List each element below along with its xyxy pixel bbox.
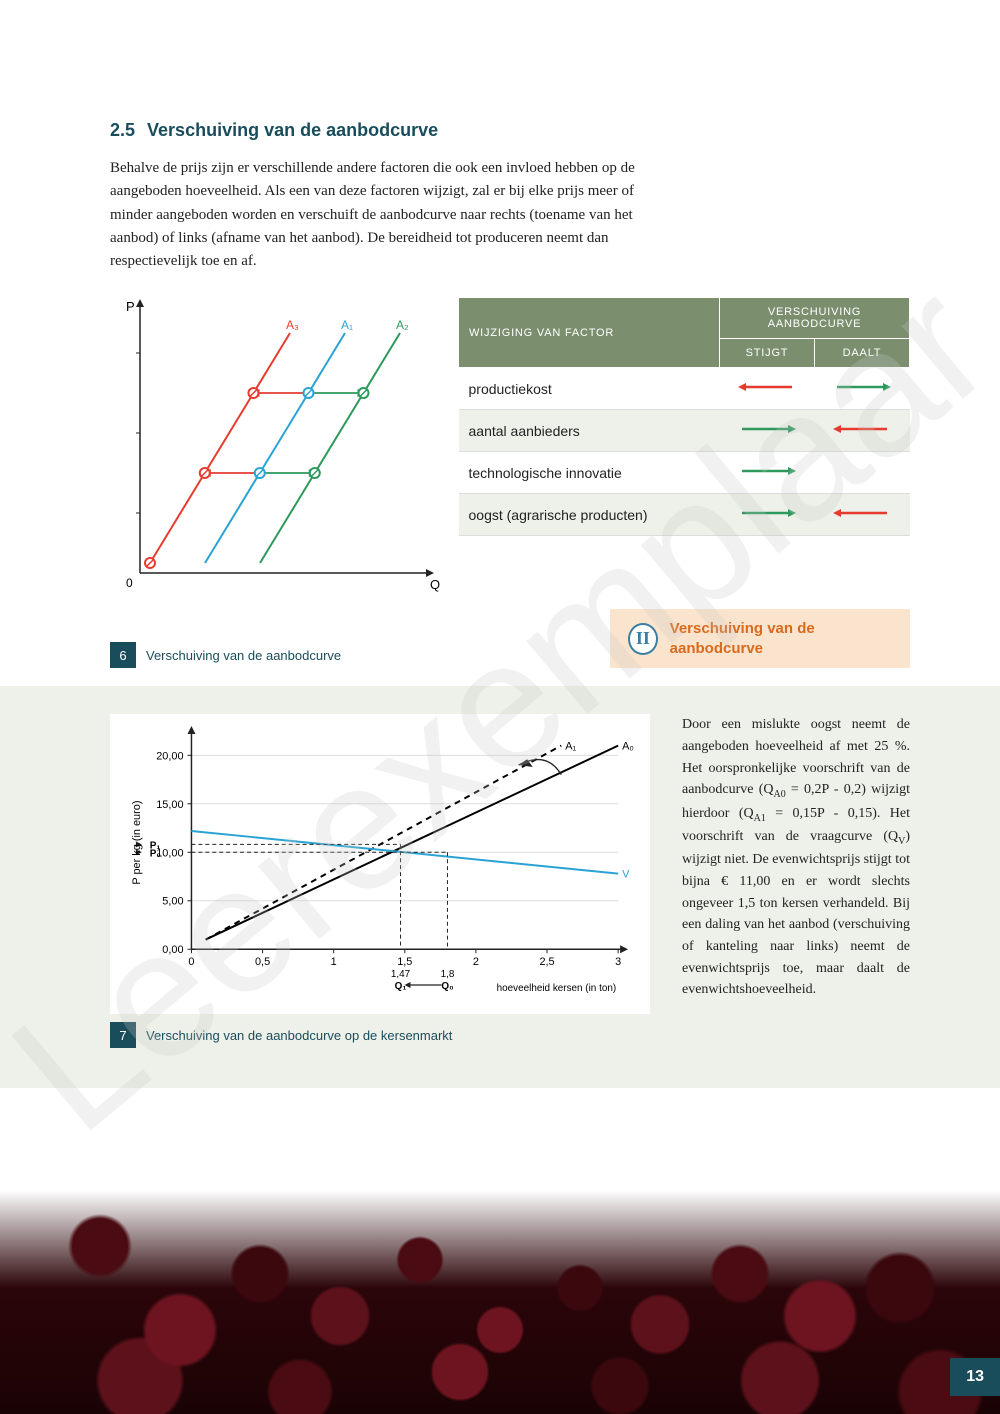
svg-text:P per kg (in euro): P per kg (in euro) bbox=[131, 801, 143, 885]
svg-text:P: P bbox=[126, 299, 135, 314]
svg-text:1: 1 bbox=[331, 956, 337, 968]
callout-icon: II bbox=[628, 623, 658, 655]
svg-text:1,8: 1,8 bbox=[441, 969, 455, 980]
svg-text:Q₁: Q₁ bbox=[395, 981, 407, 992]
arrow-up bbox=[720, 494, 815, 536]
page-number: 13 bbox=[950, 1358, 1000, 1396]
svg-text:2,5: 2,5 bbox=[539, 956, 554, 968]
svg-text:5,00: 5,00 bbox=[162, 896, 183, 908]
svg-text:Q₀: Q₀ bbox=[441, 981, 453, 992]
section-heading: 2.5 Verschuiving van de aanbodcurve bbox=[110, 120, 910, 141]
arrow-down bbox=[815, 410, 910, 452]
caption-number: 6 bbox=[110, 642, 136, 668]
svg-text:15,00: 15,00 bbox=[156, 799, 183, 811]
th-factor: WIJZIGING VAN FACTOR bbox=[459, 298, 720, 368]
chart1-caption: 6 Verschuiving van de aanbodcurve bbox=[110, 642, 440, 668]
svg-text:V: V bbox=[622, 869, 630, 881]
svg-text:A₁: A₁ bbox=[341, 318, 353, 332]
callout-text: Verschuiving van de aanbodcurve bbox=[670, 619, 892, 658]
factor-label: technologische innovatie bbox=[459, 452, 720, 494]
table-row: productiekost bbox=[459, 368, 910, 410]
svg-text:hoeveelheid kersen (in ton): hoeveelheid kersen (in ton) bbox=[497, 983, 617, 994]
factors-table: WIJZIGING VAN FACTOR VERSCHUIVING AANBOD… bbox=[458, 297, 910, 536]
callout-box: II Verschuiving van de aanbodcurve bbox=[610, 609, 910, 668]
svg-text:A₀: A₀ bbox=[622, 741, 634, 753]
th-down: DAALT bbox=[815, 339, 910, 368]
th-up: STIJGT bbox=[720, 339, 815, 368]
section-number: 2.5 bbox=[110, 120, 135, 140]
svg-text:1,5: 1,5 bbox=[397, 956, 412, 968]
svg-text:2: 2 bbox=[473, 956, 479, 968]
svg-text:0: 0 bbox=[188, 956, 194, 968]
svg-text:A₃: A₃ bbox=[286, 318, 299, 332]
arrow-down bbox=[815, 494, 910, 536]
arrow-down bbox=[815, 452, 910, 494]
arrow-down bbox=[815, 368, 910, 410]
arrow-up bbox=[720, 410, 815, 452]
supply-shift-chart: P Q 0 A₃ A₁ A₂ bbox=[110, 293, 440, 603]
arrow-up bbox=[720, 452, 815, 494]
svg-text:20,00: 20,00 bbox=[156, 751, 183, 763]
factor-label: aantal aanbieders bbox=[459, 410, 720, 452]
caption-text: Verschuiving van de aanbodcurve bbox=[146, 648, 341, 663]
table-row: technologische innovatie bbox=[459, 452, 910, 494]
explain-paragraph: Door een mislukte oogst neemt de aangebo… bbox=[682, 714, 910, 1048]
svg-text:0: 0 bbox=[126, 576, 133, 590]
section-body: Behalve de prijs zijn er verschillende a… bbox=[110, 157, 670, 273]
cherry-market-chart: 0,005,0010,0015,0020,00P₁P₀00,511,522,53… bbox=[122, 726, 638, 1006]
factor-label: oogst (agrarische producten) bbox=[459, 494, 720, 536]
svg-text:A₂: A₂ bbox=[396, 318, 409, 332]
svg-text:A₁: A₁ bbox=[565, 741, 576, 753]
section-title-text: Verschuiving van de aanbodcurve bbox=[147, 120, 438, 140]
factor-label: productiekost bbox=[459, 368, 720, 410]
svg-text:0,00: 0,00 bbox=[162, 944, 183, 956]
caption-text-2: Verschuiving van de aanbodcurve op de ke… bbox=[146, 1028, 452, 1043]
table-row: aantal aanbieders bbox=[459, 410, 910, 452]
th-shift: VERSCHUIVING AANBODCURVE bbox=[720, 298, 910, 339]
chart2-caption: 7 Verschuiving van de aanbodcurve op de … bbox=[110, 1022, 650, 1048]
svg-text:Q: Q bbox=[430, 577, 440, 592]
svg-text:3: 3 bbox=[615, 956, 621, 968]
svg-text:P₀: P₀ bbox=[150, 849, 161, 860]
footer-image-band: 13 bbox=[0, 1134, 1000, 1414]
svg-text:0,5: 0,5 bbox=[255, 956, 270, 968]
arrow-up bbox=[720, 368, 815, 410]
table-row: oogst (agrarische producten) bbox=[459, 494, 910, 536]
caption-number-2: 7 bbox=[110, 1022, 136, 1048]
svg-text:1,47: 1,47 bbox=[391, 969, 411, 980]
